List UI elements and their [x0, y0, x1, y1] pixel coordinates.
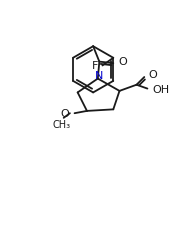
Text: CH₃: CH₃ [52, 120, 70, 130]
Text: OH: OH [153, 85, 170, 95]
Text: O: O [119, 57, 127, 67]
Text: N: N [95, 71, 104, 81]
Text: O: O [60, 109, 69, 119]
Text: O: O [148, 71, 157, 81]
Text: F: F [92, 61, 99, 71]
